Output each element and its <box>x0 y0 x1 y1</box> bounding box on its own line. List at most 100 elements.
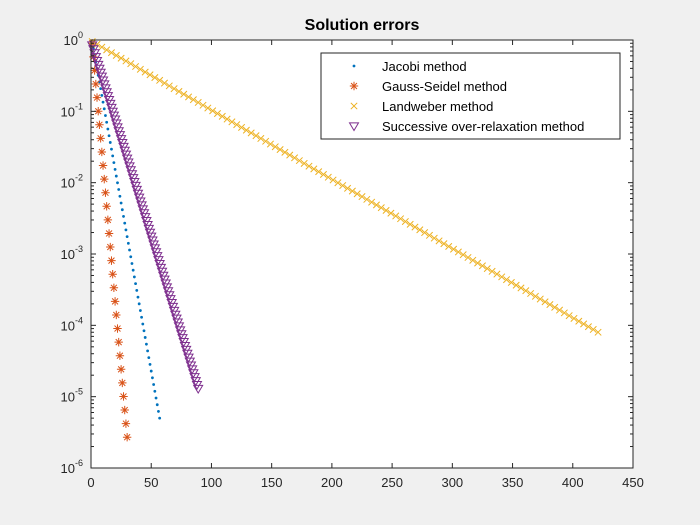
y-tick-exponent: -4 <box>75 315 83 325</box>
y-tick-base: 10 <box>61 247 75 262</box>
data-point <box>102 107 106 111</box>
data-point <box>107 49 116 57</box>
data-point <box>129 255 133 259</box>
data-point <box>170 85 178 93</box>
y-tick-base: 10 <box>61 390 75 405</box>
data-point <box>99 87 103 91</box>
data-point <box>94 106 103 116</box>
data-point <box>92 93 102 102</box>
data-point <box>343 184 352 192</box>
data-point <box>213 110 222 118</box>
y-tick-exponent: -5 <box>75 387 83 397</box>
data-point <box>233 121 241 129</box>
data-point <box>560 309 568 317</box>
y-tick-exponent: -2 <box>75 173 83 183</box>
data-point <box>101 188 110 197</box>
data-point <box>416 226 424 234</box>
data-point <box>103 46 111 54</box>
data-point <box>396 215 405 223</box>
data-point <box>459 251 467 259</box>
data-point <box>387 209 395 217</box>
data-point <box>382 206 390 215</box>
data-point <box>132 62 140 71</box>
x-tick-label: 350 <box>502 475 524 490</box>
data-point <box>575 317 583 325</box>
data-point <box>406 220 414 228</box>
data-point <box>305 162 313 170</box>
y-tick-base: 10 <box>61 176 75 191</box>
data-point <box>242 126 250 134</box>
data-point <box>100 174 109 184</box>
data-marks <box>86 38 602 442</box>
data-point <box>185 93 193 101</box>
data-point <box>498 273 506 281</box>
data-point <box>112 310 121 320</box>
data-point <box>119 392 128 401</box>
data-point <box>98 161 108 170</box>
data-point <box>151 74 159 82</box>
data-point <box>156 76 164 84</box>
data-point <box>101 100 105 104</box>
data-point <box>125 235 129 238</box>
y-tick-base: 10 <box>61 461 75 476</box>
data-point <box>153 389 157 393</box>
data-point <box>194 98 202 107</box>
data-point <box>464 253 472 262</box>
data-point <box>107 256 116 265</box>
y-tick-base: 10 <box>64 33 78 48</box>
data-point <box>290 154 299 162</box>
data-point <box>102 202 111 211</box>
data-point <box>119 201 123 205</box>
legend-marker <box>348 122 360 132</box>
data-point <box>541 298 549 306</box>
x-tick-label: 100 <box>201 475 223 490</box>
data-point <box>377 204 385 212</box>
data-point <box>121 419 131 428</box>
data-point <box>522 287 530 295</box>
data-point <box>348 187 356 195</box>
data-point <box>103 215 113 225</box>
data-point <box>105 120 109 124</box>
data-point <box>108 141 112 144</box>
data-point <box>440 240 448 248</box>
data-point <box>142 329 146 333</box>
data-point <box>90 66 99 75</box>
legend-marker <box>349 81 359 91</box>
data-point <box>97 147 107 157</box>
data-point <box>295 157 303 165</box>
data-point <box>594 328 602 336</box>
data-point <box>555 306 564 314</box>
data-point <box>257 134 265 143</box>
data-point <box>136 65 144 73</box>
data-point <box>228 118 236 126</box>
data-point <box>281 148 289 156</box>
data-point <box>145 342 148 346</box>
data-point <box>411 223 419 231</box>
data-point <box>449 245 458 253</box>
data-point <box>116 365 126 374</box>
data-point <box>115 351 125 360</box>
data-point <box>141 322 145 326</box>
data-point <box>154 396 158 400</box>
data-point <box>300 159 308 167</box>
data-point <box>117 54 125 62</box>
legend-marker <box>352 64 356 68</box>
data-point <box>116 181 119 185</box>
data-point <box>584 323 592 331</box>
data-point <box>110 297 120 306</box>
data-point <box>319 170 328 179</box>
data-point <box>122 433 132 442</box>
data-point <box>123 221 127 225</box>
data-point <box>551 303 559 311</box>
data-point <box>106 127 110 131</box>
data-point <box>114 174 118 178</box>
data-point <box>589 325 597 334</box>
data-point <box>96 134 105 143</box>
x-tick-label: 400 <box>562 475 584 490</box>
y-tick-exponent: -1 <box>75 101 83 111</box>
data-point <box>175 87 183 95</box>
data-point <box>483 265 491 273</box>
data-point <box>147 356 151 360</box>
data-point <box>199 101 207 109</box>
